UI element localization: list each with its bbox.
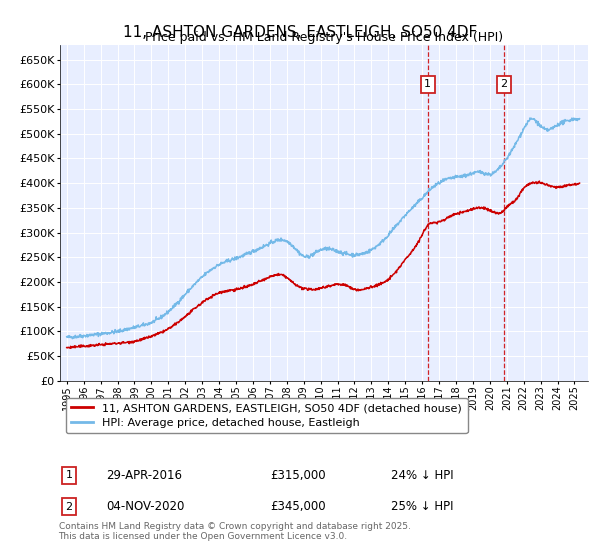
Text: 04-NOV-2020: 04-NOV-2020 bbox=[106, 500, 184, 514]
Text: 2: 2 bbox=[65, 502, 73, 512]
Text: £345,000: £345,000 bbox=[270, 500, 325, 514]
Text: 25% ↓ HPI: 25% ↓ HPI bbox=[391, 500, 454, 514]
Text: Contains HM Land Registry data © Crown copyright and database right 2025.
This d: Contains HM Land Registry data © Crown c… bbox=[59, 522, 410, 542]
Title: Price paid vs. HM Land Registry's House Price Index (HPI): Price paid vs. HM Land Registry's House … bbox=[145, 31, 503, 44]
Text: 1: 1 bbox=[424, 80, 431, 90]
Text: 11, ASHTON GARDENS, EASTLEIGH, SO50 4DF: 11, ASHTON GARDENS, EASTLEIGH, SO50 4DF bbox=[123, 25, 477, 40]
Legend: 11, ASHTON GARDENS, EASTLEIGH, SO50 4DF (detached house), HPI: Average price, de: 11, ASHTON GARDENS, EASTLEIGH, SO50 4DF … bbox=[65, 398, 467, 433]
Text: 2: 2 bbox=[500, 80, 508, 90]
Text: 24% ↓ HPI: 24% ↓ HPI bbox=[391, 469, 454, 482]
Text: 29-APR-2016: 29-APR-2016 bbox=[106, 469, 182, 482]
Text: 1: 1 bbox=[65, 470, 73, 480]
Text: £315,000: £315,000 bbox=[270, 469, 325, 482]
